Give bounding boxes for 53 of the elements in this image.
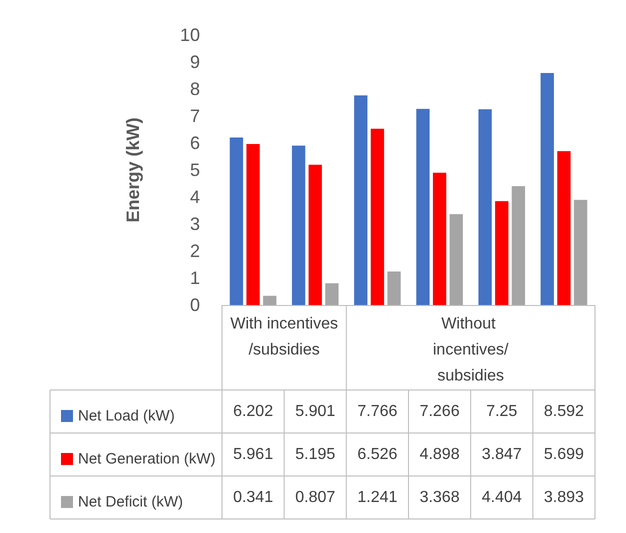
data-label: 3.368 [420,489,460,506]
legend-label: Net Deficit (kW) [78,494,184,510]
y-tick-label: 1 [190,268,200,288]
data-label: 3.847 [482,446,522,463]
data-label: 0.341 [233,489,274,506]
y-tick-label: 6 [190,133,200,153]
bar [263,296,276,305]
bar [450,214,463,305]
bar [557,151,571,305]
data-label: 4.898 [420,446,460,463]
data-label: 7.266 [420,403,460,420]
legend-label: Net Generation (kW) [78,450,216,468]
data-label: 1.241 [357,489,398,506]
y-tick-label: 7 [190,106,200,126]
bar [495,201,508,305]
bar [354,95,368,305]
bar [432,172,446,305]
bar [246,144,260,305]
data-label: 5.901 [295,403,336,420]
data-label: 5.699 [544,446,584,463]
y-tick-label: 3 [190,214,200,234]
data-label: 7.766 [357,403,398,420]
data-label: 5.961 [233,446,274,463]
bar [574,200,588,305]
y-tick-label: 0 [190,295,200,315]
data-label: 3.893 [544,489,584,506]
bar [416,108,430,305]
bar [230,138,244,305]
y-tick-label: 9 [190,52,200,72]
y-tick-label: 8 [190,79,200,99]
y-tick-label: 5 [190,160,200,180]
data-label: 6.526 [357,446,398,463]
data-label: 0.807 [295,489,336,506]
bar [292,146,306,305]
bar [308,164,322,305]
legend-label: Net Load (kW) [78,408,175,424]
data-label: 5.195 [295,446,336,463]
data-label: 7.25 [486,403,518,420]
bar [512,186,526,305]
text: Without incentives/subsidies [432,316,510,384]
text: With incentives/subsidies [230,316,338,358]
bar [370,128,384,305]
data-label: 6.202 [233,403,274,420]
y-tick-label: 2 [190,241,200,261]
bar [478,109,492,305]
y-tick-label: 4 [190,187,200,207]
data-label: 4.404 [482,489,522,506]
y-tick-label: 10 [180,25,200,45]
y-axis-title: Energy (kW) [123,117,143,223]
bar [540,73,554,305]
bar [387,271,401,305]
data-label: 8.592 [544,403,584,420]
bar [325,283,339,305]
